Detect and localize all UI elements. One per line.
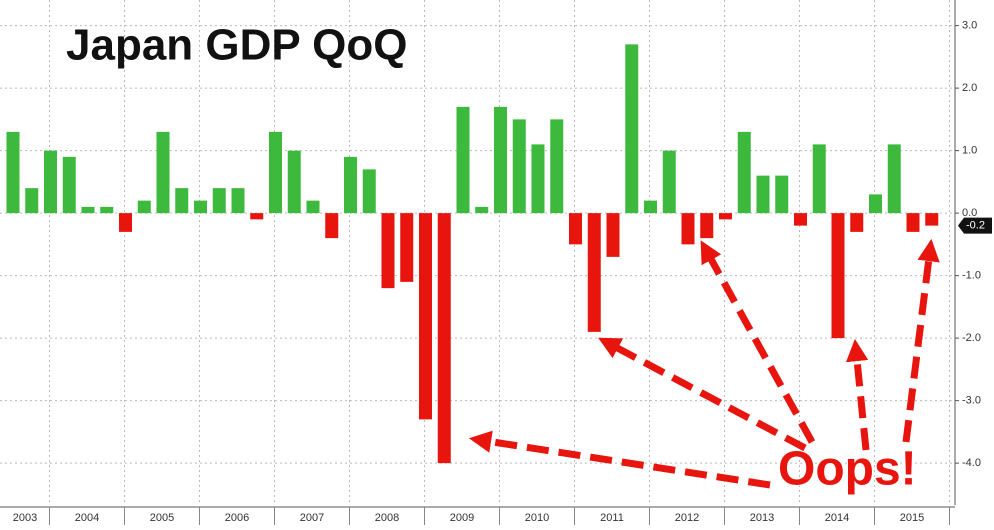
bar bbox=[250, 213, 264, 220]
x-tick-label: 2008 bbox=[375, 512, 399, 524]
y-tick-label: 3.0 bbox=[962, 20, 977, 32]
bar bbox=[700, 213, 714, 239]
bar bbox=[137, 200, 151, 214]
bar bbox=[587, 213, 601, 332]
bar bbox=[400, 213, 414, 282]
x-tick-label: 2009 bbox=[450, 512, 474, 524]
y-tick-label: 2.0 bbox=[962, 82, 977, 94]
bar bbox=[269, 131, 282, 214]
bar bbox=[850, 213, 864, 232]
bar bbox=[644, 200, 657, 214]
arrow bbox=[468, 430, 771, 489]
bar bbox=[662, 150, 676, 214]
last-value: -0.2 bbox=[958, 217, 992, 234]
bar bbox=[381, 213, 395, 289]
grid bbox=[0, 0, 955, 505]
x-tick-label: 2014 bbox=[825, 512, 849, 524]
bar bbox=[287, 150, 301, 214]
y-tick-label: 0.0 bbox=[962, 207, 977, 219]
bar bbox=[231, 188, 245, 214]
bar bbox=[156, 131, 170, 214]
y-tick-label: -2.0 bbox=[962, 332, 981, 344]
y-tick-label: -3.0 bbox=[962, 395, 981, 407]
bar bbox=[812, 144, 826, 214]
bar bbox=[25, 188, 39, 214]
bar bbox=[362, 169, 376, 214]
arrow bbox=[598, 337, 807, 452]
bar bbox=[494, 106, 507, 214]
bar bbox=[531, 144, 545, 214]
bar bbox=[212, 188, 226, 214]
bar bbox=[775, 175, 789, 214]
last-value-label: -0.2 bbox=[966, 220, 985, 232]
x-tick-label: 2013 bbox=[750, 512, 774, 524]
x-tick-label: 2010 bbox=[525, 512, 549, 524]
bar bbox=[100, 206, 114, 214]
bar bbox=[325, 213, 339, 239]
bar bbox=[625, 44, 639, 214]
bar bbox=[81, 206, 95, 214]
x-tick-label: 2007 bbox=[300, 512, 324, 524]
bar bbox=[306, 200, 320, 214]
axis: 3.0 2.0 1.0 0.0 -1.0 -2.0 -3.0 -4.0 2003 2004 2005… bbox=[13, 20, 981, 525]
bar bbox=[6, 131, 20, 214]
bar bbox=[606, 213, 620, 257]
bar bbox=[869, 194, 882, 214]
chart-title: Japan GDP QoQ bbox=[66, 21, 408, 70]
bar bbox=[475, 206, 489, 214]
bar bbox=[550, 119, 564, 214]
bar bbox=[737, 131, 751, 214]
bar bbox=[681, 213, 695, 245]
arrows bbox=[468, 238, 940, 489]
bar bbox=[194, 200, 207, 214]
bar bbox=[437, 213, 451, 464]
bar bbox=[44, 150, 57, 214]
x-tick-label: 2015 bbox=[900, 512, 924, 524]
bar bbox=[512, 119, 526, 214]
bar bbox=[419, 213, 432, 420]
bar bbox=[62, 156, 76, 214]
x-tick-label: 2012 bbox=[675, 512, 699, 524]
bar bbox=[344, 156, 357, 214]
arrow bbox=[902, 238, 940, 443]
bar bbox=[906, 213, 920, 232]
y-tick-label: -4.0 bbox=[962, 457, 981, 469]
bar bbox=[456, 106, 470, 214]
bar bbox=[119, 213, 132, 232]
bar bbox=[925, 213, 939, 226]
bar bbox=[719, 213, 732, 220]
bars bbox=[6, 44, 939, 464]
last-value-box bbox=[958, 217, 992, 234]
bar bbox=[175, 188, 189, 214]
bar bbox=[794, 213, 807, 226]
y-tick-label: -1.0 bbox=[962, 270, 981, 282]
x-tick-label: 2006 bbox=[225, 512, 249, 524]
bar bbox=[756, 175, 770, 214]
bar bbox=[887, 144, 901, 214]
x-tick-label: 2011 bbox=[600, 512, 624, 524]
arrow bbox=[700, 240, 816, 444]
y-tick-label: 1.0 bbox=[962, 145, 977, 157]
x-tick-label: 2005 bbox=[150, 512, 174, 524]
bar bbox=[569, 213, 582, 245]
annotation: Oops! bbox=[778, 443, 917, 496]
arrow bbox=[845, 338, 870, 451]
x-tick-label: 2003 bbox=[13, 512, 37, 524]
x-tick-label: 2004 bbox=[75, 512, 99, 524]
bar bbox=[831, 213, 845, 339]
